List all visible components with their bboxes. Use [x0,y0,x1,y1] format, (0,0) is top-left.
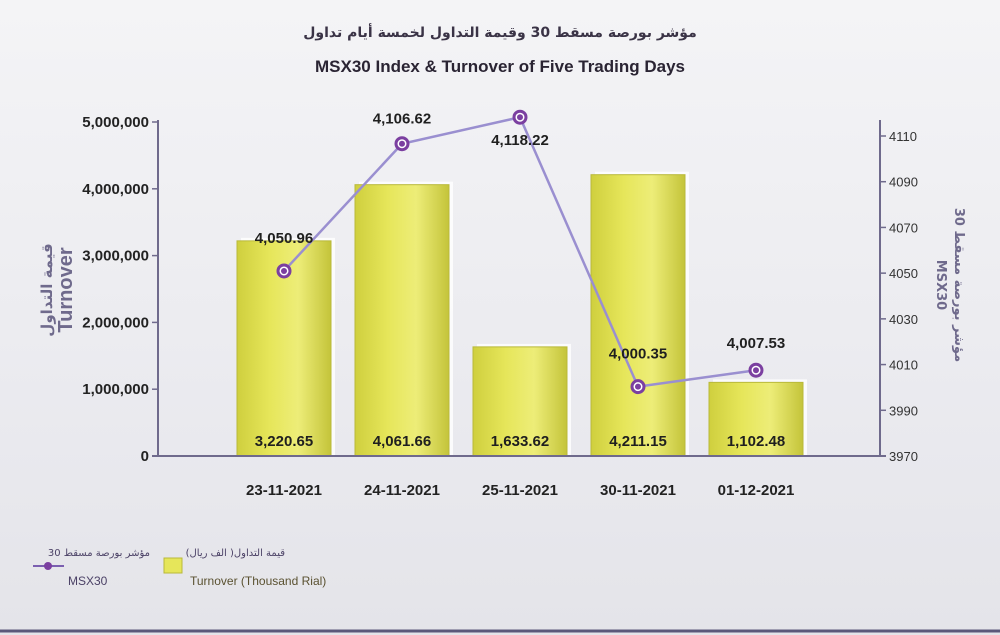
msx30-value-label: 4,118.22 [491,132,549,149]
msx30-point-center [753,367,759,374]
bar-value-label: 3,220.65 [255,433,313,450]
legend-label-turnover: Turnover (Thousand Rial) [190,574,326,588]
msx30-point-center [399,140,405,147]
legend-label-turnover-arabic: قيمة التداول( الف ريال) [186,548,286,559]
right-axis-title-english: MSX30 [933,260,948,310]
chart-title: MSX30 Index & Turnover of Five Trading D… [315,57,685,76]
legend-label-msx30: MSX30 [68,574,108,588]
line-series: 4,050.96 4,106.62 4,118.22 4,000.35 4,007.53 [255,109,785,395]
right-tick-label: 4050 [889,266,918,281]
left-axis-title: قيمة التداول Turnover [38,243,77,336]
left-axis-title-english: Turnover [55,247,77,332]
chart-title-arabic: مؤشر بورصة مسقط 30 وقيمة التداول لخمسة أ… [303,23,697,41]
left-tick-label: 3,000,000 [82,248,149,265]
right-axis-ticks: 3970 3990 4010 4030 4050 4070 4090 4110 [880,129,918,464]
right-axis-title-arabic: مؤشر بورصة مسقط 30 [951,208,966,362]
bar [590,174,686,457]
msx30-point-center [281,267,287,274]
x-tick-label: 23-11-2021 [246,482,322,499]
legend-item-msx30: مؤشر بورصة مسقط 30 MSX30 [33,548,150,588]
legend-item-turnover: قيمة التداول( الف ريال) Turnover (Thousa… [163,548,326,588]
x-tick-label: 25-11-2021 [482,482,558,499]
bar-value-label: 4,061.66 [373,433,431,450]
legend: مؤشر بورصة مسقط 30 MSX30 قيمة التداول( ا… [33,548,326,588]
msx30-value-label: 4,106.62 [373,111,431,128]
legend-line-marker [44,562,52,570]
bar [708,381,804,457]
right-tick-label: 4110 [889,129,917,144]
left-axis-title-arabic: قيمة التداول [38,243,56,336]
right-tick-label: 4010 [889,358,918,373]
legend-bar-swatch [163,557,183,574]
bar-value-label: 1,633.62 [491,433,549,450]
bar-series: 3,220.65 4,061.66 1,633.62 4,211.15 1,102.48 [236,171,807,457]
bar [354,184,450,457]
x-tick-label: 30-11-2021 [600,482,676,499]
right-tick-label: 4090 [889,175,918,190]
left-tick-label: 4,000,000 [82,181,149,198]
msx30-value-label: 4,050.96 [255,230,313,247]
msx30-value-label: 4,000.35 [609,346,667,363]
x-tick-label: 24-11-2021 [364,482,440,499]
left-tick-label: 0 [141,448,149,465]
axes [152,120,886,457]
bar-value-label: 4,211.15 [609,433,667,450]
msx30-point-center [635,383,641,390]
left-tick-label: 5,000,000 [82,114,149,131]
x-axis-ticks: 23-11-2021 24-11-2021 25-11-2021 30-11-2021… [246,482,794,499]
msx30-point-center [517,114,523,121]
right-tick-label: 4070 [889,220,918,235]
legend-label-msx30-arabic: مؤشر بورصة مسقط 30 [48,548,150,559]
right-tick-label: 3990 [889,403,918,418]
msx30-value-label: 4,007.53 [727,335,785,352]
left-axis-ticks: 0 1,000,000 2,000,000 3,000,000 4,000,000 5,0… [82,114,158,465]
right-axis-title: مؤشر بورصة مسقط 30 MSX30 [933,208,966,362]
x-tick-label: 01-12-2021 [718,482,795,499]
left-tick-label: 1,000,000 [82,381,149,398]
right-tick-label: 3970 [889,449,918,464]
right-tick-label: 4030 [889,312,918,327]
bar-value-label: 1,102.48 [727,433,785,450]
left-tick-label: 2,000,000 [82,314,149,331]
